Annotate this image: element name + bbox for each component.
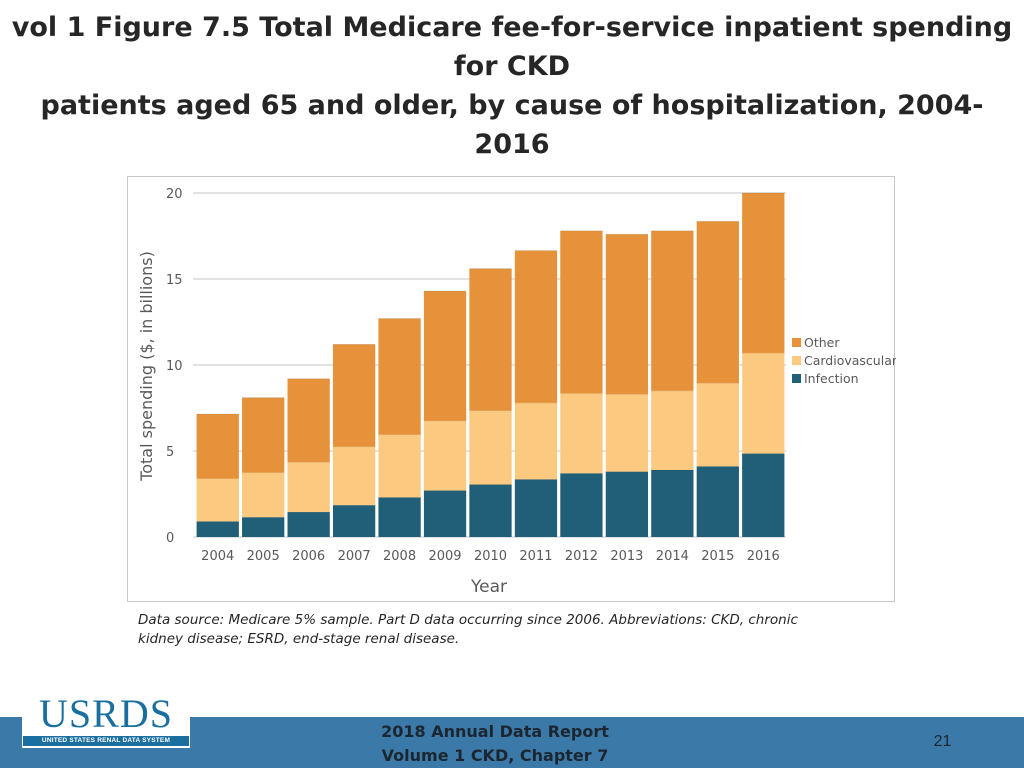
footer-report-title: 2018 Annual Data Report	[381, 722, 609, 741]
y-tick-label: 5	[166, 445, 174, 460]
bar-other-2016	[742, 193, 785, 353]
bar-other-2013	[605, 234, 649, 395]
x-tick-label: 2013	[610, 549, 643, 564]
legend-swatch-other	[792, 338, 801, 347]
bar-infection-2013	[605, 471, 649, 537]
bar-infection-2010	[469, 484, 512, 537]
x-tick-label: 2007	[338, 549, 371, 564]
bar-cardiovascular-2014	[651, 390, 694, 470]
bar-cardiovascular-2006	[287, 462, 330, 513]
page-number: 21	[933, 733, 952, 750]
y-tick-label: 10	[166, 359, 183, 374]
x-tick-label: 2011	[519, 549, 552, 564]
bar-other-2008	[378, 318, 421, 435]
x-axis-label: Year	[470, 577, 507, 597]
x-tick-label: 2004	[201, 549, 234, 564]
bar-cardiovascular-2015	[696, 383, 739, 467]
bar-infection-2009	[423, 490, 467, 537]
legend-label-other: Other	[804, 335, 840, 350]
x-tick-label: 2009	[428, 549, 461, 564]
x-tick-label: 2006	[292, 549, 325, 564]
bar-cardiovascular-2016	[742, 352, 785, 454]
legend-label-infection: Infection	[804, 371, 859, 386]
bar-other-2006	[287, 378, 330, 463]
bar-other-2015	[696, 221, 739, 384]
bar-cardiovascular-2010	[469, 410, 512, 485]
bar-infection-2014	[651, 469, 694, 537]
bar-infection-2007	[332, 505, 376, 537]
bar-infection-2011	[514, 479, 558, 537]
bar-cardiovascular-2009	[423, 420, 467, 491]
bar-other-2011	[514, 250, 558, 403]
data-source-note: Data source: Medicare 5% sample. Part D …	[138, 611, 838, 649]
y-tick-label: 20	[166, 187, 183, 202]
bar-cardiovascular-2008	[378, 434, 421, 498]
usrds-logo: USRDS UNITED STATES RENAL DATA SYSTEM	[22, 690, 190, 748]
bar-infection-2005	[242, 517, 285, 537]
slide-title: vol 1 Figure 7.5 Total Medicare fee-for-…	[10, 8, 1014, 164]
bar-cardiovascular-2007	[332, 446, 376, 506]
stacked-bar-chart: 2004 2005 2006 2007 2008 2009 2010 2011 2012 2013…	[137, 187, 896, 597]
bar-cardiovascular-2011	[514, 402, 558, 480]
x-tick-label: 2016	[747, 549, 780, 564]
bar-infection-2004	[196, 521, 239, 537]
bar-infection-2012	[560, 473, 603, 537]
x-tick-label: 2008	[383, 549, 416, 564]
y-tick-label: 0	[166, 531, 174, 546]
source-note-line-2: kidney disease; ESRD, end-stage renal di…	[138, 631, 460, 647]
x-tick-label: 2005	[247, 549, 280, 564]
x-tick-label: 2014	[656, 549, 689, 564]
legend-label-cardiovascular: Cardiovascular	[804, 353, 896, 368]
x-tick-label: 2015	[701, 549, 734, 564]
bar-other-2009	[423, 291, 467, 421]
y-axis-label: Total spending ($, in billions)	[137, 251, 156, 482]
bar-cardiovascular-2005	[242, 472, 285, 518]
logo-wordmark: USRDS	[39, 691, 173, 736]
y-tick-label: 15	[166, 273, 183, 288]
bar-other-2005	[242, 397, 285, 473]
legend-swatch-cardiovascular	[792, 356, 801, 365]
bar-other-2014	[651, 230, 694, 391]
bar-infection-2008	[378, 497, 421, 537]
bar-infection-2015	[696, 466, 739, 537]
footer-report-volume: Volume 1 CKD, Chapter 7	[381, 746, 609, 765]
slide-title-line-1: vol 1 Figure 7.5 Total Medicare fee-for-…	[11, 12, 1013, 82]
bar-infection-2006	[287, 512, 330, 537]
slide-title-line-2: patients aged 65 and older, by cause of …	[40, 90, 984, 160]
bar-cardiovascular-2004	[196, 478, 239, 522]
bar-cardiovascular-2012	[560, 393, 603, 474]
bar-other-2004	[196, 414, 239, 479]
bar-other-2010	[469, 268, 512, 411]
legend-swatch-infection	[792, 374, 801, 383]
source-note-line-1: Data source: Medicare 5% sample. Part D …	[138, 612, 798, 628]
logo-subtitle: UNITED STATES RENAL DATA SYSTEM	[23, 736, 189, 746]
x-tick-label: 2010	[474, 549, 507, 564]
bar-other-2012	[560, 230, 603, 394]
x-tick-label: 2012	[565, 549, 598, 564]
bar-cardiovascular-2013	[605, 394, 649, 472]
chart-frame: 2004 2005 2006 2007 2008 2009 2010 2011 2012 2013…	[127, 176, 896, 602]
bar-infection-2016	[742, 453, 785, 537]
bar-other-2007	[332, 344, 376, 447]
